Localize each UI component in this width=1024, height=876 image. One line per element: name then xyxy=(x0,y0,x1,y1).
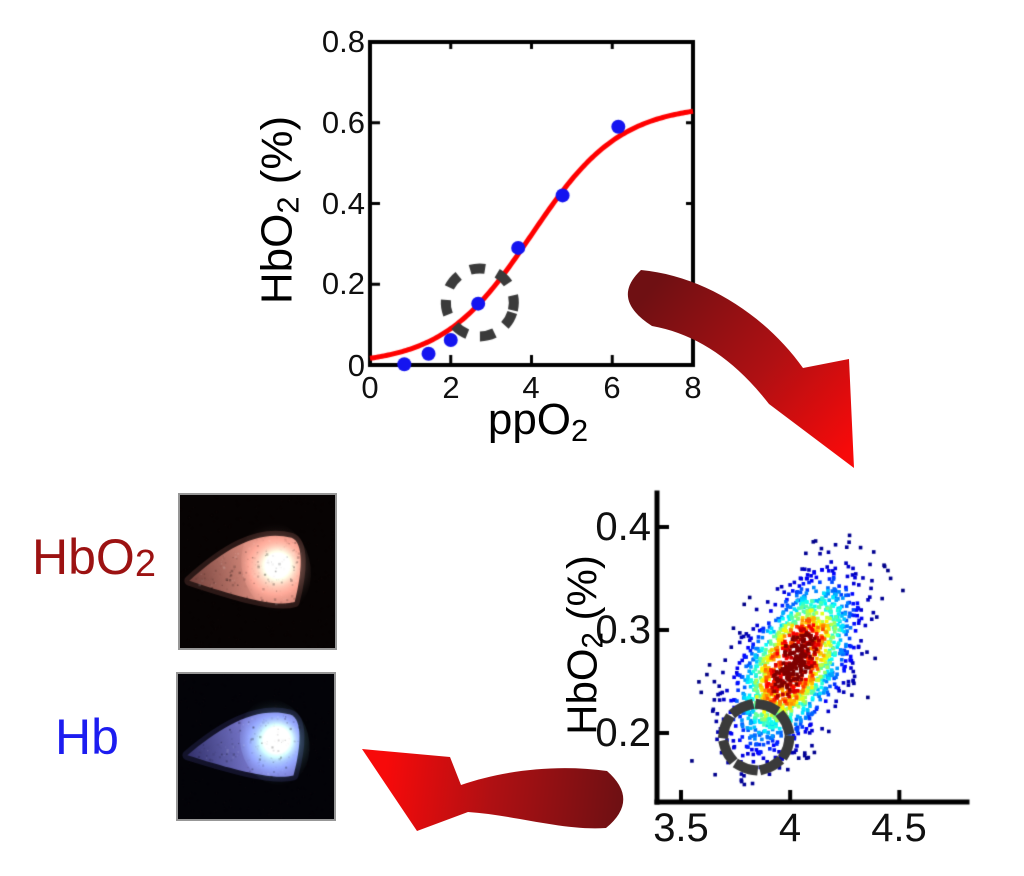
dissociation-curve-plot xyxy=(350,22,720,392)
curve-ytick-0: 0 xyxy=(347,348,365,383)
curve-xtick-4: 4 xyxy=(522,370,540,405)
curve-xtick-2: 2 xyxy=(442,370,460,405)
scatter-ytick-0.2: 0.2 xyxy=(595,711,651,755)
hb-image-label: Hb xyxy=(55,709,119,765)
scatter-xtick-4.5: 4.5 xyxy=(871,806,927,850)
curve-xtick-6: 6 xyxy=(603,370,621,405)
arrow-scatter-to-images-icon xyxy=(362,749,624,831)
curve-xtick-0: 0 xyxy=(361,370,379,405)
scatter-xtick-4: 4 xyxy=(778,806,802,850)
curve-ytick-0.2: 0.2 xyxy=(321,266,365,301)
hbo2-emission-image xyxy=(178,493,337,650)
curve-xtick-8: 8 xyxy=(684,370,702,405)
density-scatter-plot xyxy=(637,473,1017,823)
curve-ytick-0.8: 0.8 xyxy=(321,24,365,59)
hb-emission-image xyxy=(176,672,336,821)
scatter-y-axis-label: HbO2 (%) xyxy=(558,555,610,735)
scatter-xtick-3.5: 3.5 xyxy=(653,806,709,850)
curve-x-axis-label: ppO2 xyxy=(487,395,589,448)
scatter-ytick-0.3: 0.3 xyxy=(595,608,651,652)
curve-ytick-0.6: 0.6 xyxy=(321,105,365,140)
hbo2-image-label: HbO2 xyxy=(32,529,156,585)
curve-ytick-0.4: 0.4 xyxy=(321,186,365,221)
scatter-ytick-0.4: 0.4 xyxy=(595,505,651,549)
curve-y-axis-label: HbO2 (%) xyxy=(252,115,306,305)
